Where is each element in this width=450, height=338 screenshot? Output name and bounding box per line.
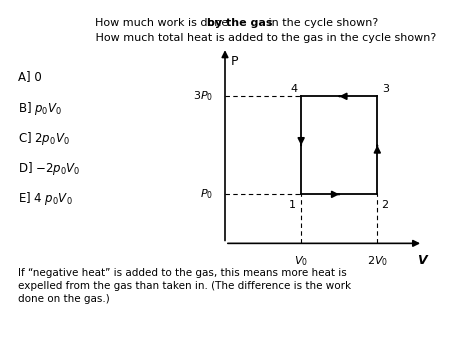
Text: done on the gas.): done on the gas.) (18, 294, 110, 304)
Text: $V_0$: $V_0$ (294, 254, 308, 268)
Text: A] 0: A] 0 (18, 70, 42, 83)
Text: If “negative heat” is added to the gas, this means more heat is: If “negative heat” is added to the gas, … (18, 268, 347, 278)
Text: by the gas: by the gas (207, 18, 273, 28)
Text: B] $p_0V_0$: B] $p_0V_0$ (18, 100, 62, 117)
Text: $P_0$: $P_0$ (201, 188, 214, 201)
Text: 4: 4 (290, 84, 297, 94)
Text: in the cycle shown?: in the cycle shown? (265, 18, 378, 28)
Text: E] 4 $p_0V_0$: E] 4 $p_0V_0$ (18, 190, 72, 207)
Text: 2: 2 (381, 200, 388, 210)
Text: $3P_0$: $3P_0$ (194, 90, 214, 103)
Text: $2V_0$: $2V_0$ (367, 254, 388, 268)
Text: C] $2p_0V_0$: C] $2p_0V_0$ (18, 130, 70, 147)
Text: expelled from the gas than taken in. (The difference is the work: expelled from the gas than taken in. (Th… (18, 281, 351, 291)
Text: 3: 3 (382, 84, 389, 94)
Text: D] $-2p_0V_0$: D] $-2p_0V_0$ (18, 160, 81, 177)
Text: V: V (417, 254, 426, 267)
Text: How much work is done: How much work is done (95, 18, 232, 28)
Text: P: P (231, 55, 239, 68)
Text: How much total heat is added to the gas in the cycle shown?: How much total heat is added to the gas … (92, 33, 436, 43)
Text: 1: 1 (289, 200, 296, 210)
